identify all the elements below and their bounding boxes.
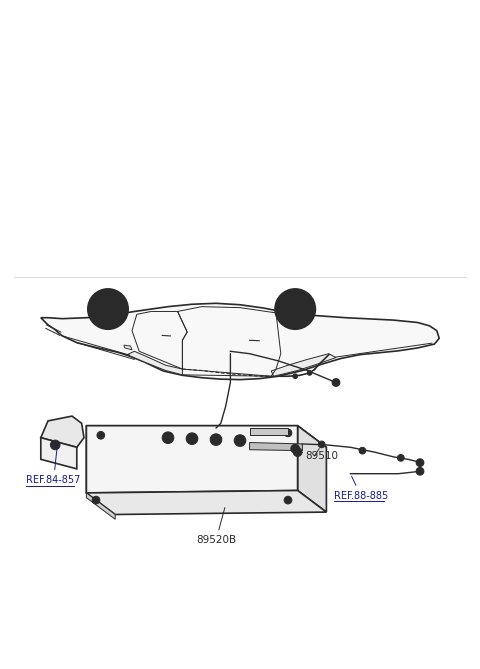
Circle shape bbox=[293, 448, 302, 456]
Circle shape bbox=[283, 297, 307, 321]
Text: REF.88-885: REF.88-885 bbox=[334, 476, 388, 500]
Circle shape bbox=[92, 496, 100, 504]
Polygon shape bbox=[250, 442, 302, 451]
Polygon shape bbox=[298, 425, 326, 512]
Circle shape bbox=[291, 444, 300, 453]
Polygon shape bbox=[271, 354, 336, 376]
Circle shape bbox=[50, 440, 60, 450]
Circle shape bbox=[234, 435, 246, 446]
Circle shape bbox=[293, 374, 298, 379]
Circle shape bbox=[332, 379, 340, 386]
Text: 89510: 89510 bbox=[305, 452, 338, 462]
Polygon shape bbox=[86, 490, 326, 514]
Polygon shape bbox=[124, 345, 132, 350]
Circle shape bbox=[104, 305, 112, 313]
Circle shape bbox=[96, 297, 120, 321]
Circle shape bbox=[88, 289, 128, 329]
Circle shape bbox=[284, 496, 292, 504]
Circle shape bbox=[416, 468, 424, 475]
Polygon shape bbox=[115, 448, 326, 452]
Text: 89520B: 89520B bbox=[196, 508, 236, 545]
Circle shape bbox=[359, 448, 366, 454]
Circle shape bbox=[416, 459, 424, 466]
Polygon shape bbox=[86, 425, 298, 493]
Circle shape bbox=[284, 429, 292, 437]
Polygon shape bbox=[86, 425, 326, 448]
Circle shape bbox=[307, 371, 312, 375]
Polygon shape bbox=[41, 438, 77, 469]
Circle shape bbox=[97, 432, 105, 439]
Circle shape bbox=[275, 289, 315, 329]
Circle shape bbox=[162, 432, 174, 444]
Text: REF.84-857: REF.84-857 bbox=[26, 446, 81, 485]
Circle shape bbox=[210, 434, 222, 446]
Polygon shape bbox=[41, 416, 84, 448]
Polygon shape bbox=[41, 303, 439, 379]
Polygon shape bbox=[250, 428, 288, 436]
Polygon shape bbox=[86, 425, 115, 512]
Circle shape bbox=[318, 441, 325, 448]
Circle shape bbox=[397, 454, 404, 461]
Polygon shape bbox=[86, 493, 115, 519]
Polygon shape bbox=[127, 351, 182, 375]
Circle shape bbox=[227, 347, 234, 355]
Circle shape bbox=[291, 305, 299, 313]
Circle shape bbox=[186, 433, 198, 444]
